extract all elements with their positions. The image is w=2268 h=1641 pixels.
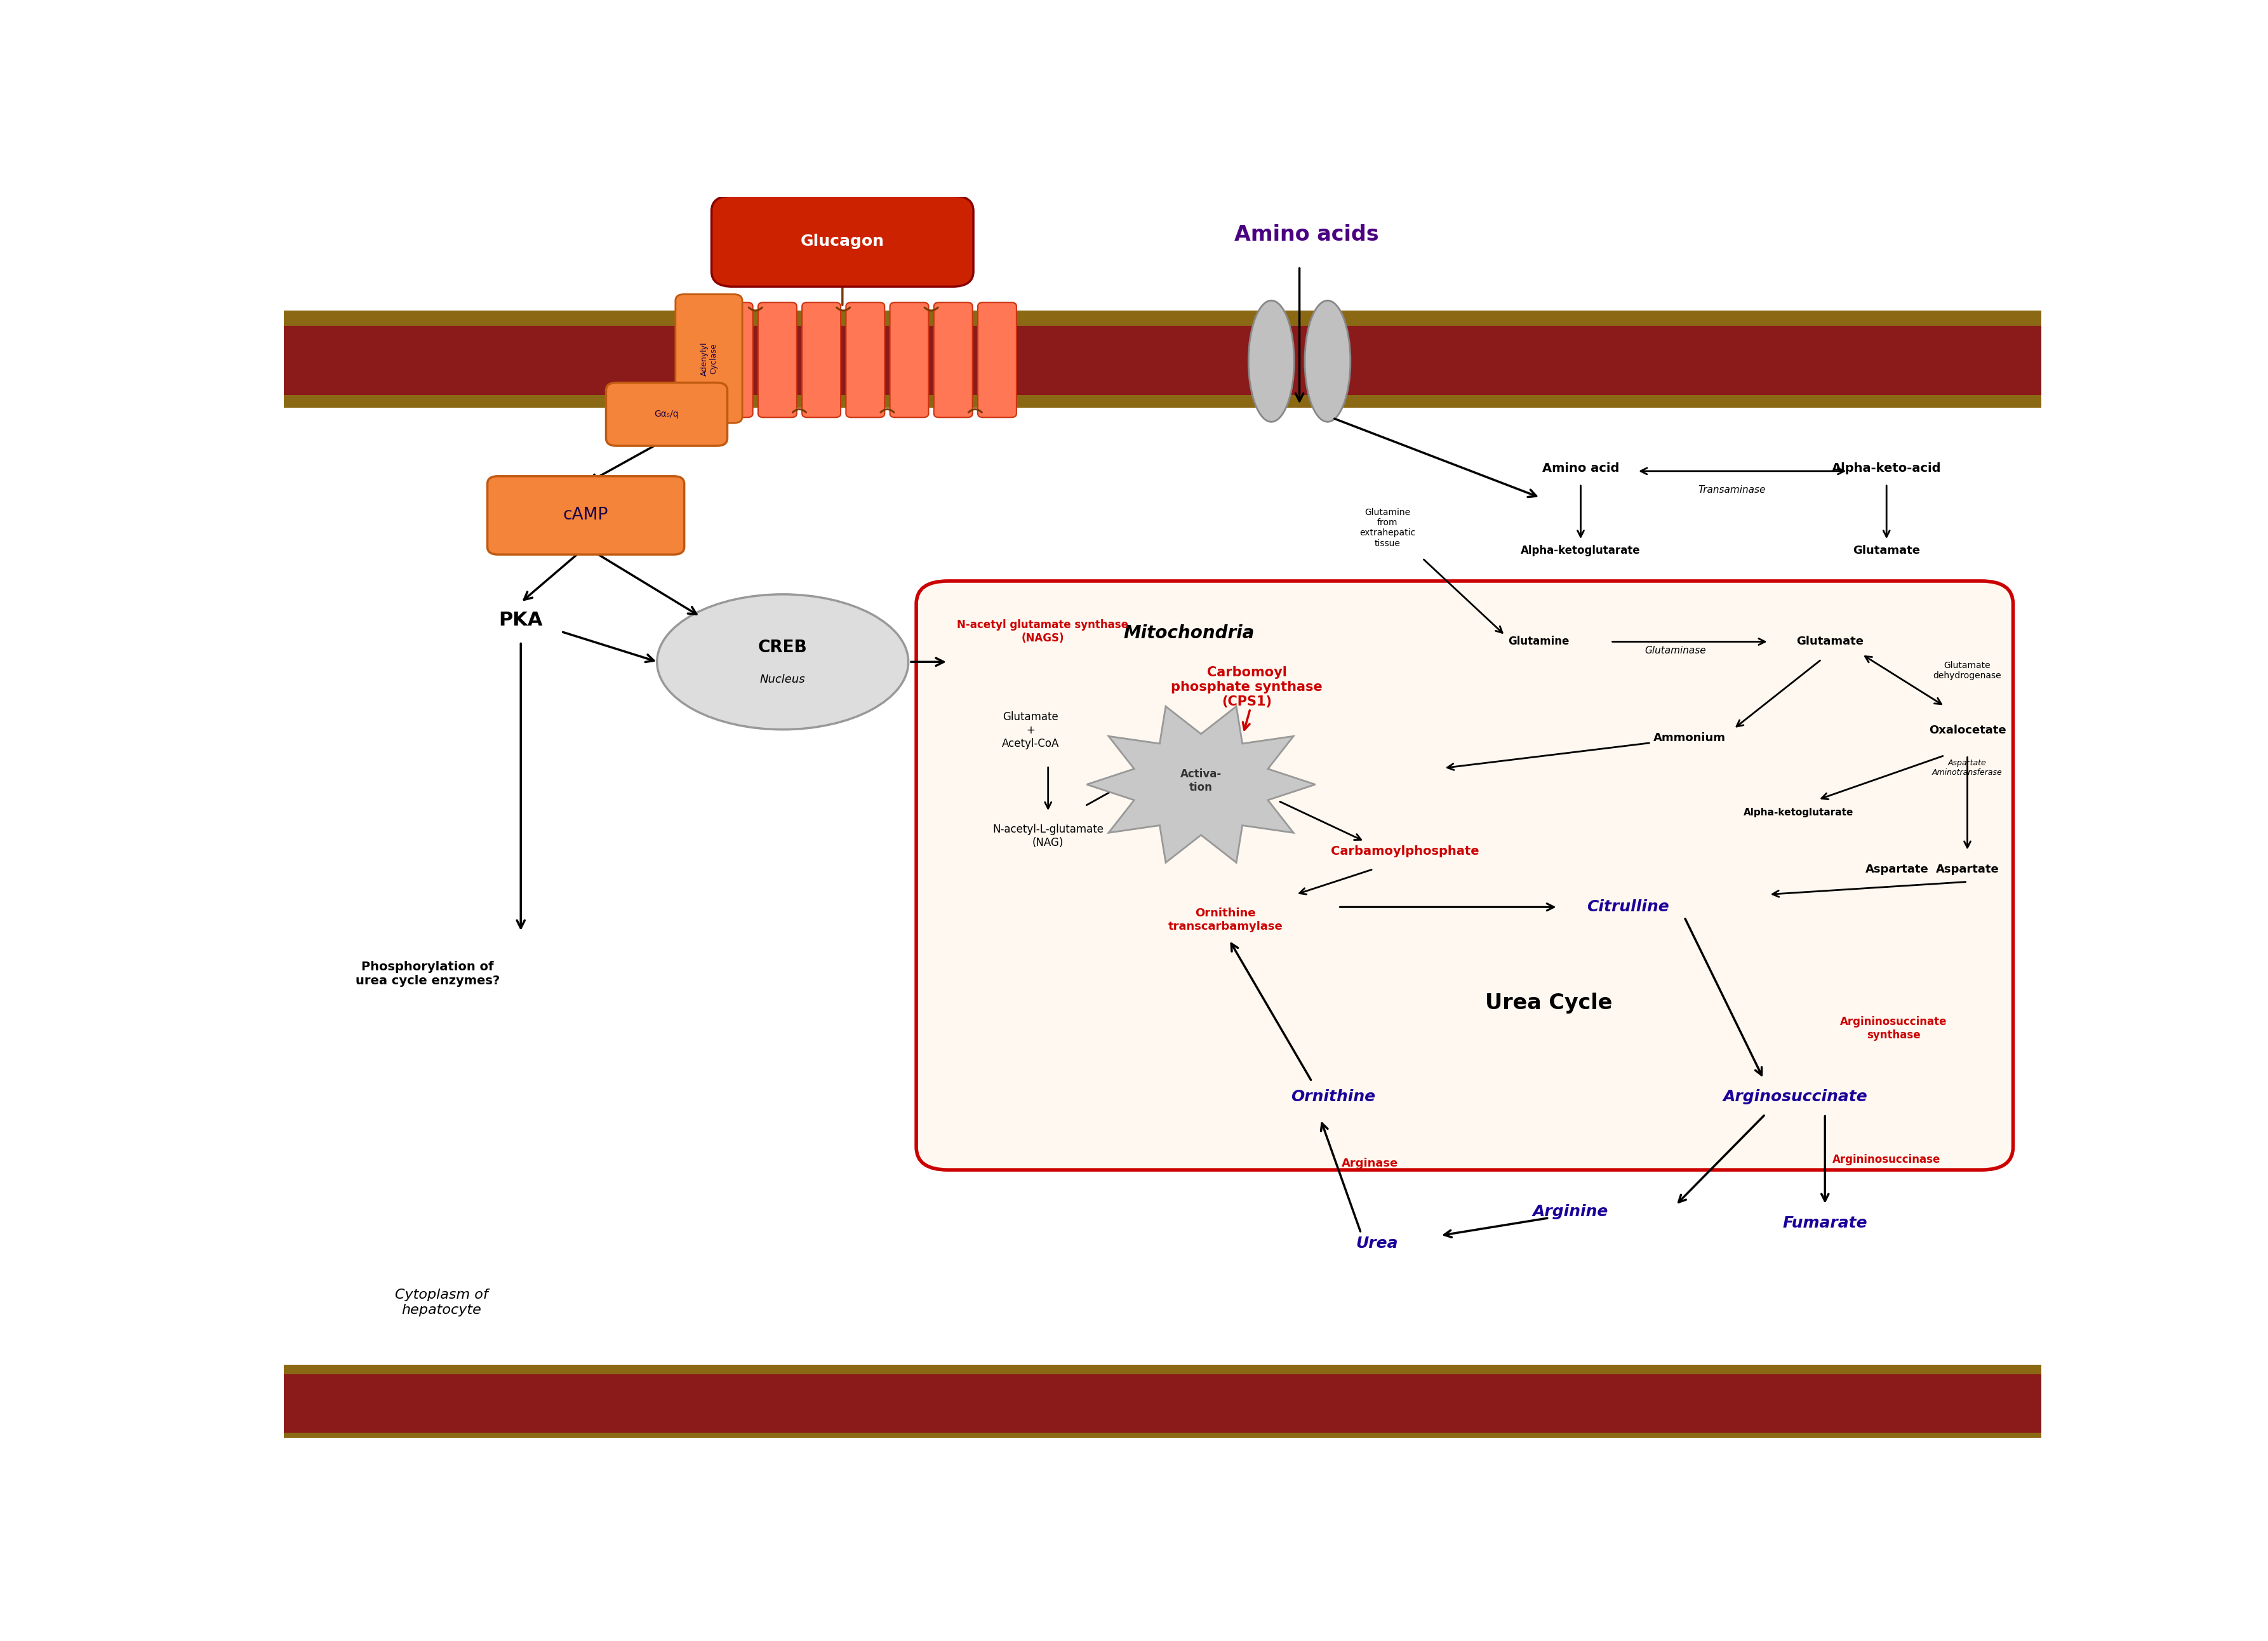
Text: Aspartate: Aspartate xyxy=(1864,863,1928,875)
Text: Alpha-ketoglutarate: Alpha-ketoglutarate xyxy=(1744,807,1853,817)
Text: Glutaminase: Glutaminase xyxy=(1644,647,1706,655)
Text: Carbamoylphosphate: Carbamoylphosphate xyxy=(1331,845,1479,858)
FancyBboxPatch shape xyxy=(488,476,685,555)
Text: Aspartate: Aspartate xyxy=(1935,863,1998,875)
Text: Arginine: Arginine xyxy=(1533,1204,1608,1219)
FancyBboxPatch shape xyxy=(714,302,753,417)
FancyBboxPatch shape xyxy=(606,382,728,446)
FancyBboxPatch shape xyxy=(284,327,2041,395)
Text: Ammonium: Ammonium xyxy=(1653,732,1726,743)
Text: Argininosuccinase: Argininosuccinase xyxy=(1833,1154,1941,1165)
Text: Glutamine: Glutamine xyxy=(1508,637,1569,648)
FancyBboxPatch shape xyxy=(846,302,885,417)
Text: CREB: CREB xyxy=(758,640,807,656)
Text: Adenylyl
Cyclase: Adenylyl Cyclase xyxy=(701,341,717,376)
Text: Transaminase: Transaminase xyxy=(1699,486,1765,496)
FancyBboxPatch shape xyxy=(284,1364,2041,1438)
Ellipse shape xyxy=(1304,300,1349,422)
FancyBboxPatch shape xyxy=(916,581,2014,1170)
Text: Urea: Urea xyxy=(1356,1236,1397,1250)
Text: Glutamate
+
Acetyl-CoA: Glutamate + Acetyl-CoA xyxy=(1002,711,1059,748)
Text: Glutamine
from
extrahepatic
tissue: Glutamine from extrahepatic tissue xyxy=(1359,509,1415,548)
Text: Gαₛ/q: Gαₛ/q xyxy=(655,410,678,418)
Text: Ornithine: Ornithine xyxy=(1290,1090,1374,1104)
Text: Alpha-keto-acid: Alpha-keto-acid xyxy=(1833,463,1941,474)
FancyBboxPatch shape xyxy=(284,1375,2041,1433)
FancyBboxPatch shape xyxy=(284,310,2041,409)
Text: Glutamate: Glutamate xyxy=(1853,545,1921,556)
Text: Amino acids: Amino acids xyxy=(1234,225,1379,245)
Text: Glutamate: Glutamate xyxy=(1796,637,1864,648)
Text: Amino acid: Amino acid xyxy=(1542,463,1619,474)
Text: Arginosuccinate: Arginosuccinate xyxy=(1724,1090,1867,1104)
Text: Glucagon: Glucagon xyxy=(801,233,885,249)
FancyBboxPatch shape xyxy=(758,302,796,417)
FancyBboxPatch shape xyxy=(676,294,742,423)
FancyBboxPatch shape xyxy=(889,302,928,417)
Text: Citrulline: Citrulline xyxy=(1588,899,1669,914)
Ellipse shape xyxy=(1247,300,1295,422)
FancyBboxPatch shape xyxy=(712,195,973,287)
Text: Argininosuccinate
synthase: Argininosuccinate synthase xyxy=(1839,1016,1946,1040)
Text: PKA: PKA xyxy=(499,610,542,630)
Text: Nucleus: Nucleus xyxy=(760,674,805,686)
Text: Activa-
tion: Activa- tion xyxy=(1179,768,1222,793)
Text: Aspartate
Aminotransferase: Aspartate Aminotransferase xyxy=(1932,760,2003,776)
Text: Arginase: Arginase xyxy=(1340,1159,1397,1170)
Text: Glutamate
dehydrogenase: Glutamate dehydrogenase xyxy=(1932,661,2003,681)
Text: Urea Cycle: Urea Cycle xyxy=(1486,993,1613,1014)
Text: N-acetyl glutamate synthase
(NAGS): N-acetyl glutamate synthase (NAGS) xyxy=(957,619,1129,643)
Text: Fumarate: Fumarate xyxy=(1783,1216,1867,1231)
Text: Oxalocetate: Oxalocetate xyxy=(1928,724,2005,735)
Text: Mitochondria: Mitochondria xyxy=(1123,624,1254,642)
Text: Cytoplasm of
hepatocyte: Cytoplasm of hepatocyte xyxy=(395,1288,488,1316)
Text: Ornithine
transcarbamylase: Ornithine transcarbamylase xyxy=(1168,907,1284,932)
FancyBboxPatch shape xyxy=(978,302,1016,417)
FancyBboxPatch shape xyxy=(803,302,841,417)
Text: Alpha-ketoglutarate: Alpha-ketoglutarate xyxy=(1522,545,1640,556)
Polygon shape xyxy=(1086,706,1315,863)
Text: Phosphorylation of
urea cycle enzymes?: Phosphorylation of urea cycle enzymes? xyxy=(356,962,499,986)
Text: N-acetyl-L-glutamate
(NAG): N-acetyl-L-glutamate (NAG) xyxy=(993,824,1105,848)
Ellipse shape xyxy=(658,594,909,730)
Text: Carbomoyl
phosphate synthase
(CPS1): Carbomoyl phosphate synthase (CPS1) xyxy=(1170,666,1322,709)
Text: cAMP: cAMP xyxy=(562,507,608,523)
FancyBboxPatch shape xyxy=(934,302,973,417)
